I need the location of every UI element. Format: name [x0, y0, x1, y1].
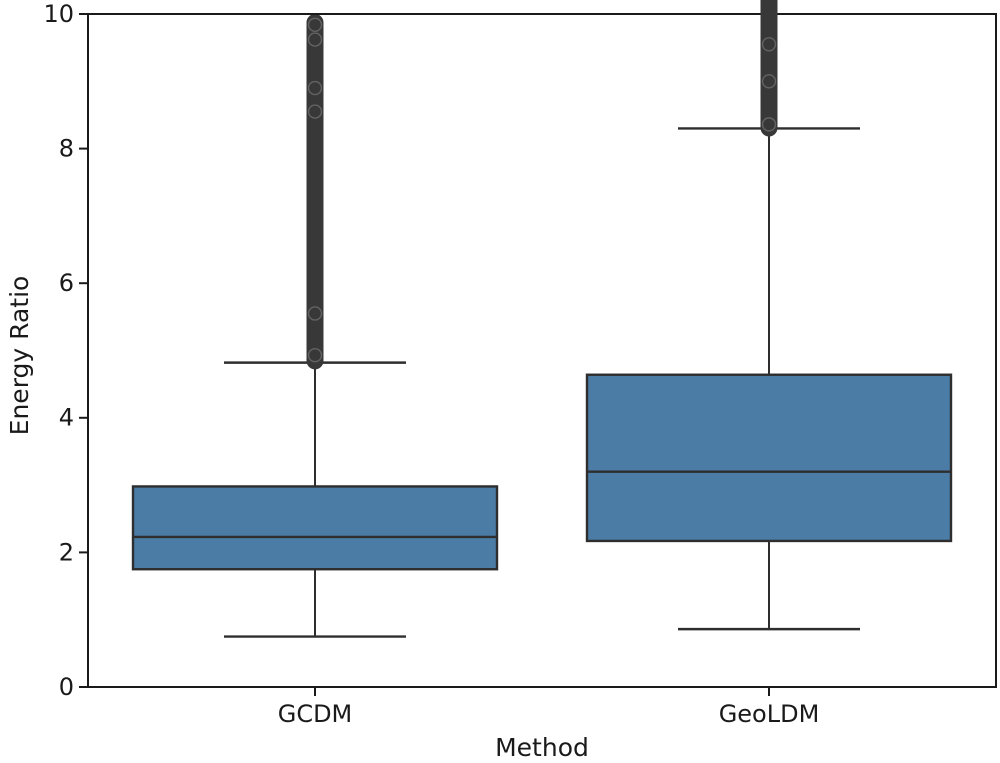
outlier-marker-outline	[307, 104, 323, 119]
outlier-marker-outline	[761, 117, 777, 132]
y-tick-label: 6	[59, 269, 74, 297]
x-axis-label: Method	[495, 733, 589, 762]
y-axis-label: Energy Ratio	[5, 276, 34, 436]
y-tick-label: 8	[59, 135, 74, 163]
y-tick-label: 2	[59, 538, 74, 566]
iqr-box	[585, 373, 953, 543]
outlier-marker-outline	[307, 32, 323, 47]
y-tick-label: 4	[59, 404, 74, 432]
outlier-marker-outline	[307, 80, 323, 96]
outlier-marker-outline	[307, 348, 323, 363]
outlier-marker-outline	[761, 37, 777, 52]
y-tick-label: 0	[59, 673, 74, 701]
box-geoldm	[585, 0, 953, 631]
outlier-marker-outline	[307, 17, 323, 32]
outlier-marker-outline	[761, 74, 777, 89]
box-gcdm	[131, 14, 499, 638]
axes: 0 2 4 6 8 10 GCDM GeoLDM Method Energy Ratio	[5, 0, 819, 762]
outlier-marker-outline	[307, 306, 323, 321]
outlier-column	[760, 0, 778, 137]
x-tick-label-geoldm: GeoLDM	[719, 700, 820, 728]
plot-spines	[87, 13, 997, 688]
y-tick-label: 10	[43, 0, 74, 28]
x-tick-label-gcdm: GCDM	[278, 700, 353, 728]
outlier-column-overflow	[760, 0, 778, 16]
iqr-box	[131, 485, 499, 571]
outlier-column	[306, 14, 324, 370]
